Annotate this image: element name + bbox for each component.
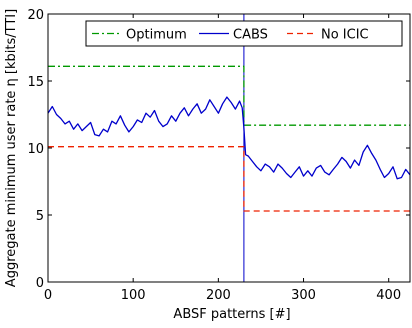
plot-area <box>47 13 411 283</box>
legend: Optimum CABS No ICIC <box>85 20 403 47</box>
y-tick-label: 0 <box>36 276 44 291</box>
y-axis-label: Aggregate minimum user rate η [kbits/TTI… <box>4 9 19 287</box>
y-tick-label: 10 <box>27 142 44 157</box>
legend-label-1: Optimum <box>126 28 187 43</box>
y-tick-label: 20 <box>27 8 44 23</box>
legend-label-3: No ICIC <box>321 28 369 43</box>
x-tick-label: 300 <box>291 288 316 303</box>
y-tick-label: 15 <box>27 75 44 90</box>
legend-box <box>85 20 403 47</box>
y-tick-label: 5 <box>36 209 44 224</box>
legend-label-2: CABS <box>233 28 268 43</box>
y-axis: 0 5 10 15 20 <box>27 8 410 291</box>
x-tick-label: 100 <box>121 288 146 303</box>
x-tick-label: 0 <box>44 288 52 303</box>
series-line-3 <box>48 146 410 212</box>
x-axis: 0 100 200 300 400 <box>44 14 401 303</box>
x-tick-label: 200 <box>206 288 231 303</box>
series-line-1 <box>48 65 410 126</box>
x-tick-label: 400 <box>376 288 401 303</box>
series-line-2 <box>47 96 411 180</box>
plot-background <box>48 14 410 282</box>
x-axis-label: ABSF patterns [#] <box>173 307 290 322</box>
